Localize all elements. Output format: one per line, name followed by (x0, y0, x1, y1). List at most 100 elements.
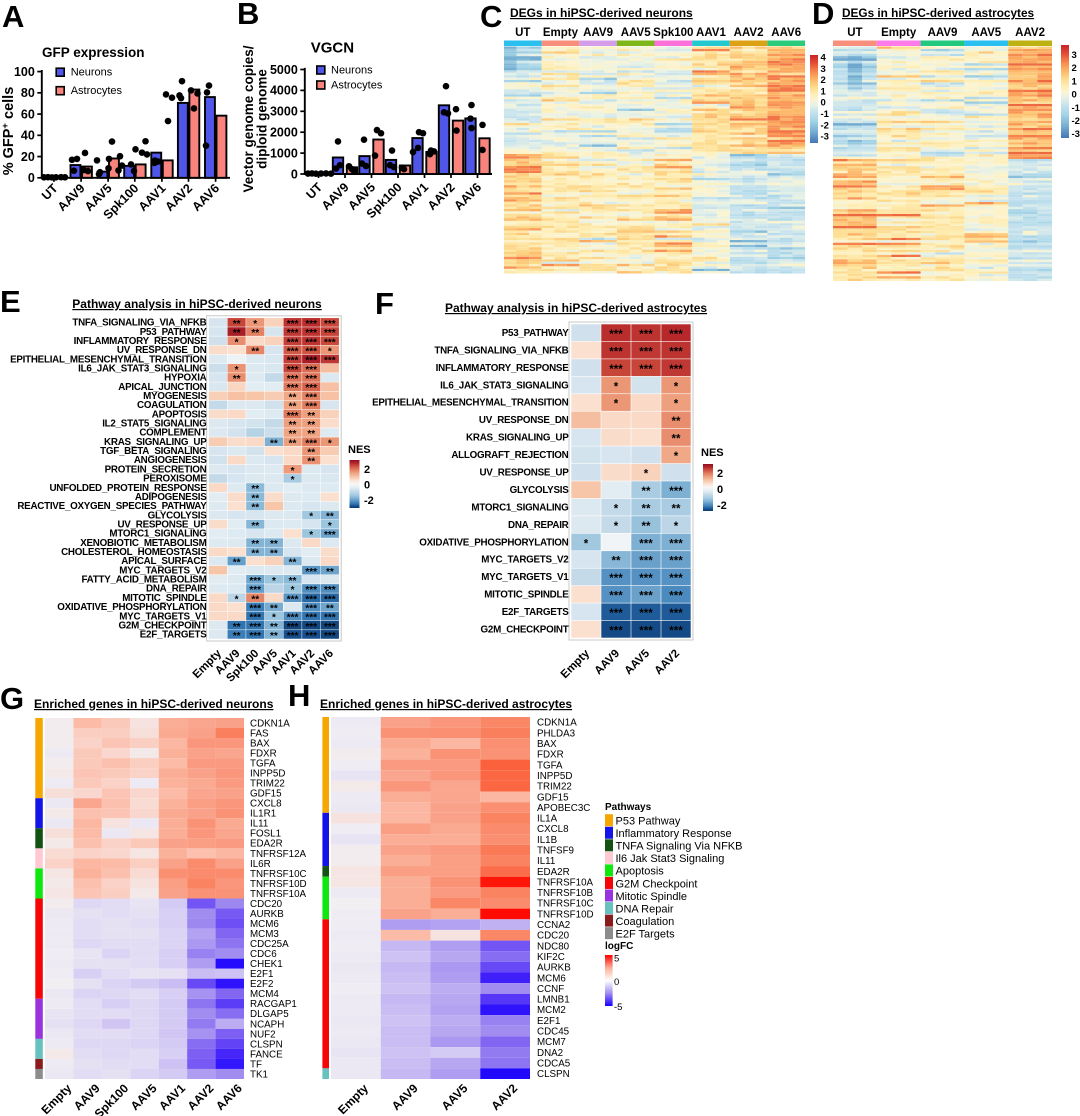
svg-text:3: 3 (1072, 50, 1077, 61)
svg-text:**: ** (326, 512, 334, 523)
svg-text:NCAPH: NCAPH (250, 1019, 284, 1030)
svg-text:***: *** (639, 538, 653, 550)
svg-text:APOBEC3C: APOBEC3C (537, 803, 590, 814)
svg-text:***: *** (324, 594, 336, 605)
svg-text:*: * (235, 594, 239, 605)
svg-text:INPP5D: INPP5D (250, 769, 285, 780)
svg-text:AAV9: AAV9 (583, 27, 613, 39)
svg-text:DEGs in hiPSC-derived neurons: DEGs in hiPSC-derived neurons (510, 6, 693, 20)
svg-text:B: B (237, 0, 259, 31)
svg-text:TNFSF9: TNFSF9 (537, 845, 574, 856)
svg-text:MYOGENESIS: MYOGENESIS (143, 391, 207, 402)
svg-text:***: *** (669, 556, 683, 568)
svg-text:*: * (674, 399, 679, 411)
svg-text:PROTEIN_SECRETION: PROTEIN_SECRETION (105, 464, 207, 475)
svg-text:**: ** (642, 486, 651, 498)
svg-text:ADIPOGENESIS: ADIPOGENESIS (135, 492, 207, 503)
svg-text:GFP expression: GFP expression (42, 45, 145, 60)
svg-text:***: *** (669, 591, 683, 603)
svg-text:KRAS_SIGNALING_UP: KRAS_SIGNALING_UP (466, 433, 569, 444)
svg-text:2: 2 (364, 464, 370, 476)
svg-text:P53_PATHWAY: P53_PATHWAY (502, 328, 569, 339)
svg-text:IL6R: IL6R (250, 859, 271, 870)
svg-text:UNFOLDED_PROTEIN_RESPONSE: UNFOLDED_PROTEIN_RESPONSE (49, 483, 207, 494)
svg-text:TNFRSF10D: TNFRSF10D (250, 879, 307, 890)
svg-text:***: *** (305, 613, 317, 624)
svg-text:MTORC1_SIGNALING: MTORC1_SIGNALING (109, 529, 207, 540)
svg-text:2: 2 (1072, 63, 1077, 74)
svg-text:60: 60 (21, 107, 35, 121)
svg-text:Pathway analysis in hiPSC-deri: Pathway analysis in hiPSC-derived astroc… (445, 301, 707, 315)
svg-text:***: *** (609, 591, 623, 603)
svg-text:IL11: IL11 (250, 819, 268, 830)
svg-text:-2: -2 (717, 500, 727, 512)
svg-text:***: *** (609, 329, 623, 341)
svg-text:ANGIOGENESIS: ANGIOGENESIS (134, 455, 207, 466)
svg-text:**: ** (289, 576, 297, 587)
svg-text:Inflammatory Response: Inflammatory Response (616, 828, 732, 840)
svg-text:FAS: FAS (250, 728, 269, 739)
svg-text:**: ** (233, 622, 241, 633)
svg-text:***: *** (609, 625, 623, 637)
svg-text:1: 1 (821, 86, 827, 97)
svg-text:***: *** (305, 337, 317, 348)
svg-text:***: *** (639, 625, 653, 637)
svg-text:***: *** (305, 622, 317, 633)
svg-text:MYC_TARGETS_V1: MYC_TARGETS_V1 (119, 611, 207, 622)
svg-text:TNFA Signaling Via NFKB: TNFA Signaling Via NFKB (616, 841, 743, 853)
svg-text:**: ** (251, 493, 259, 504)
svg-text:AAV9: AAV9 (928, 27, 958, 39)
svg-text:Empty: Empty (543, 27, 579, 39)
svg-text:**: ** (270, 603, 278, 614)
svg-text:diploid genome: diploid genome (255, 69, 270, 169)
svg-text:Spk100: Spk100 (653, 27, 693, 39)
svg-text:*: * (272, 613, 276, 624)
svg-text:REACTIVE_OXYGEN_SPECIES_PATHWA: REACTIVE_OXYGEN_SPECIES_PATHWAY (17, 501, 207, 512)
svg-text:IL6_JAK_STAT3_SIGNALING: IL6_JAK_STAT3_SIGNALING (78, 363, 207, 374)
svg-text:NES: NES (701, 447, 724, 459)
svg-text:TGF_BETA_SIGNALING: TGF_BETA_SIGNALING (100, 446, 207, 457)
svg-text:***: *** (305, 374, 317, 385)
svg-text:-2: -2 (1072, 116, 1080, 127)
svg-text:***: *** (669, 573, 683, 585)
svg-text:2: 2 (717, 468, 723, 480)
svg-text:***: *** (609, 573, 623, 585)
svg-text:**: ** (251, 594, 259, 605)
svg-text:E2F_TARGETS: E2F_TARGETS (140, 630, 207, 641)
svg-text:*: * (644, 468, 649, 480)
svg-text:TNFRSF10C: TNFRSF10C (537, 899, 594, 910)
svg-text:E2F1: E2F1 (250, 969, 273, 980)
svg-text:***: *** (609, 364, 623, 376)
svg-text:**: ** (251, 548, 259, 559)
svg-text:CXCL8: CXCL8 (250, 799, 282, 810)
svg-text:MTORC1_SIGNALING: MTORC1_SIGNALING (471, 502, 569, 513)
svg-text:GDF15: GDF15 (250, 789, 282, 800)
svg-text:CDC25A: CDC25A (250, 939, 289, 950)
svg-text:**: ** (307, 420, 315, 431)
svg-text:DLGAP5: DLGAP5 (250, 1009, 289, 1020)
svg-text:AAV1: AAV1 (696, 27, 726, 39)
svg-text:5000: 5000 (270, 63, 298, 77)
svg-text:***: *** (305, 383, 317, 394)
svg-text:4: 4 (821, 53, 827, 64)
svg-text:CHEK1: CHEK1 (250, 959, 283, 970)
svg-text:AAV2: AAV2 (734, 27, 764, 39)
svg-text:OXIDATIVE_PHOSPHORYLATION: OXIDATIVE_PHOSPHORYLATION (57, 602, 206, 613)
svg-text:***: *** (639, 556, 653, 568)
svg-text:**: ** (326, 567, 334, 578)
svg-text:MCM7: MCM7 (537, 1037, 566, 1048)
svg-text:AAV5: AAV5 (971, 27, 1001, 39)
svg-text:CXCL8: CXCL8 (537, 824, 569, 835)
svg-text:TNFA_SIGNALING_VIA_NFKB: TNFA_SIGNALING_VIA_NFKB (434, 345, 568, 356)
svg-text:***: *** (669, 486, 683, 498)
svg-text:IL11: IL11 (537, 856, 555, 867)
svg-text:Empty: Empty (881, 27, 917, 39)
svg-text:1000: 1000 (270, 146, 298, 160)
svg-text:*: * (328, 347, 332, 358)
svg-text:UV_RESPONSE_DN: UV_RESPONSE_DN (117, 345, 207, 356)
svg-text:***: *** (669, 346, 683, 358)
svg-text:Neurons: Neurons (331, 64, 373, 76)
svg-text:3000: 3000 (270, 105, 298, 119)
svg-text:EDA2R: EDA2R (537, 867, 570, 878)
svg-text:***: *** (287, 365, 299, 376)
